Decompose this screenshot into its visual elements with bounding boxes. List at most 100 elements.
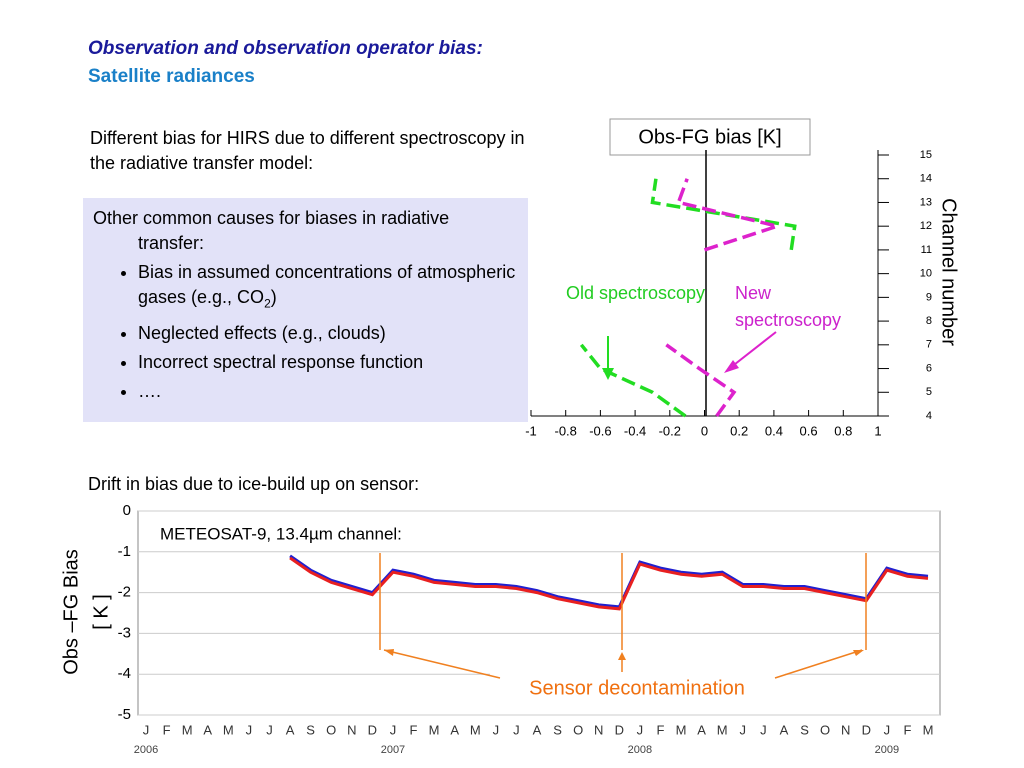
- y-tick-label: 9: [926, 291, 932, 303]
- x-tick-label: 0.4: [765, 423, 783, 438]
- x-tick-label: D: [615, 722, 624, 737]
- x-tick-label: J: [637, 722, 644, 737]
- arrow: [729, 331, 777, 369]
- bullet-text: ….: [138, 380, 162, 401]
- x-tick-label: F: [410, 722, 418, 737]
- annotation: Sensor decontamination: [529, 677, 745, 699]
- y-tick-label: 0: [123, 502, 131, 519]
- x-tick-label: S: [306, 722, 315, 737]
- series-label: Old spectroscopy: [566, 283, 706, 303]
- x-tick-label: -0.2: [659, 423, 681, 438]
- year-label: 2009: [875, 744, 899, 756]
- y-tick-label: 6: [926, 362, 932, 374]
- x-tick-label: 1: [874, 423, 881, 438]
- x-tick-label: M: [717, 722, 728, 737]
- bullet: Bias in assumed concentrations of atmosp…: [138, 260, 518, 317]
- x-tick-label: -0.6: [589, 423, 611, 438]
- bullet-text: Incorrect spectral response function: [138, 351, 424, 372]
- x-tick-label: J: [246, 722, 253, 737]
- x-tick-label: A: [286, 722, 295, 737]
- x-tick-label: S: [553, 722, 562, 737]
- title-box: [153, 521, 491, 549]
- x-tick-label: 0.6: [800, 423, 818, 438]
- x-tick-label: J: [143, 722, 150, 737]
- series-label: New spectroscopy: [735, 283, 842, 330]
- y-tick-label: -4: [118, 665, 131, 682]
- y-tick-label: -1: [118, 543, 131, 560]
- y-tick-label: -2: [118, 584, 131, 601]
- bullet-list: Bias in assumed concentrations of atmosp…: [93, 260, 518, 404]
- x-tick-label: F: [903, 722, 911, 737]
- intro-text: Different bias for HIRS due to different…: [90, 128, 525, 173]
- y-tick-label: 15: [920, 149, 932, 161]
- bullet: Incorrect spectral response function: [138, 350, 518, 375]
- x-tick-label: D: [368, 722, 377, 737]
- annotation-box: [490, 673, 785, 703]
- x-tick-label: A: [533, 722, 542, 737]
- x-tick-label: N: [347, 722, 356, 737]
- bullet-sub: 2: [264, 296, 271, 311]
- bullet-tail: ): [270, 287, 277, 307]
- y-axis-label: [ K ]: [90, 594, 112, 630]
- x-tick-label: A: [697, 722, 706, 737]
- x-tick-label: O: [326, 722, 336, 737]
- y-tick-label: 7: [926, 339, 932, 351]
- x-tick-label: J: [740, 722, 747, 737]
- x-tick-label: A: [450, 722, 459, 737]
- y-axis-label: Channel number: [938, 198, 960, 346]
- x-tick-label: -1: [525, 423, 537, 438]
- x-tick-label: D: [862, 722, 871, 737]
- bullet: Neglected effects (e.g., clouds): [138, 321, 518, 346]
- x-tick-label: J: [760, 722, 767, 737]
- x-tick-label: J: [266, 722, 273, 737]
- x-tick-label: M: [470, 722, 481, 737]
- x-tick-label: M: [676, 722, 687, 737]
- x-tick-label: M: [223, 722, 234, 737]
- chart-title: METEOSAT-9, 13.4µm channel:: [160, 524, 402, 543]
- x-tick-label: J: [390, 722, 397, 737]
- x-tick-label: J: [884, 722, 891, 737]
- year-label: 2007: [381, 744, 405, 756]
- x-tick-label: 0.2: [730, 423, 748, 438]
- y-tick-label: 12: [920, 220, 932, 232]
- x-tick-label: N: [841, 722, 850, 737]
- x-tick-label: 0.8: [834, 423, 852, 438]
- y-tick-label: 8: [926, 315, 932, 327]
- x-tick-label: -0.8: [554, 423, 576, 438]
- x-tick-label: A: [203, 722, 212, 737]
- x-tick-label: S: [800, 722, 809, 737]
- x-tick-label: M: [182, 722, 193, 737]
- y-tick-label: 5: [926, 386, 932, 398]
- slide-title: Observation and observation operator bia…: [88, 38, 483, 59]
- series-line: [289, 554, 929, 609]
- x-tick-label: A: [780, 722, 789, 737]
- y-tick-label: 14: [920, 173, 932, 185]
- series-line: [665, 178, 784, 418]
- series-line: [289, 556, 929, 611]
- x-tick-label: N: [594, 722, 603, 737]
- x-tick-label: F: [656, 722, 664, 737]
- arrow-heads: [384, 649, 864, 660]
- x-tick-label: O: [820, 722, 830, 737]
- x-tick-label: J: [493, 722, 500, 737]
- y-axis-label: Obs –FG Bias: [60, 549, 82, 675]
- x-tick-label: -0.4: [624, 423, 646, 438]
- causes-box: Other common causes for biases in radiat…: [83, 198, 528, 422]
- bullet: ….: [138, 379, 518, 404]
- x-tick-label: F: [163, 722, 171, 737]
- slide-subtitle: Satellite radiances: [88, 66, 255, 87]
- bullet-text: Neglected effects (e.g., clouds): [138, 322, 386, 343]
- x-axis-label: Obs-FG bias [K]: [638, 126, 781, 148]
- x-tick-label: M: [923, 722, 934, 737]
- year-label: 2006: [134, 744, 158, 756]
- y-tick-label: 4: [926, 410, 932, 422]
- year-label: 2008: [628, 744, 652, 756]
- arrow-head: [724, 360, 739, 373]
- y-tick-label: -5: [118, 706, 131, 723]
- x-tick-label: 0: [701, 423, 708, 438]
- y-tick-label: 13: [920, 196, 932, 208]
- y-tick-label: 11: [921, 244, 932, 256]
- box-lead: Other common causes for biases in radiat…: [93, 208, 450, 253]
